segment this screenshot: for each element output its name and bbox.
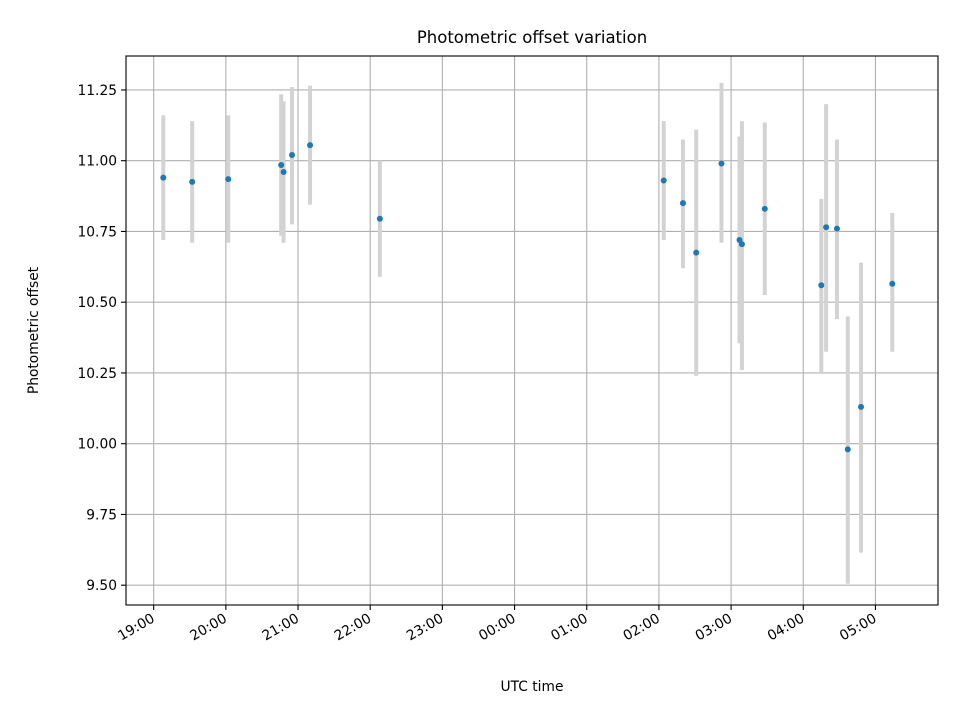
data-point <box>660 177 667 184</box>
data-point <box>289 152 296 159</box>
data-points <box>160 142 896 453</box>
axes-frame <box>125 55 939 606</box>
data-point <box>278 161 285 168</box>
y-tick-label: 10.75 <box>78 224 118 240</box>
data-point <box>818 282 825 289</box>
data-point <box>889 280 896 287</box>
x-axis-label: UTC time <box>501 679 564 695</box>
y-tick-label: 9.75 <box>86 507 117 523</box>
data-point <box>833 225 840 232</box>
data-point <box>376 215 383 222</box>
data-point <box>718 160 725 167</box>
y-tick-label: 10.25 <box>78 366 118 382</box>
y-tick-label: 10.50 <box>78 295 118 311</box>
data-point <box>844 446 851 453</box>
data-point <box>693 249 700 256</box>
data-point <box>160 174 167 181</box>
data-point <box>738 241 745 248</box>
y-tick-label: 10.00 <box>78 437 118 453</box>
y-tick-label: 11.25 <box>78 83 118 99</box>
y-axis-label: Photometric offset <box>26 266 42 394</box>
data-point <box>225 176 232 183</box>
y-tick-label: 9.50 <box>86 578 117 594</box>
data-point <box>280 169 287 176</box>
data-point <box>679 200 686 207</box>
data-point <box>858 403 865 410</box>
data-point <box>307 142 314 149</box>
y-tick-label: 11.00 <box>78 154 118 170</box>
data-point <box>823 224 830 231</box>
data-point <box>761 205 768 212</box>
chart-title: Photometric offset variation <box>417 28 647 47</box>
data-point <box>189 178 196 185</box>
grid-lines <box>126 56 938 605</box>
